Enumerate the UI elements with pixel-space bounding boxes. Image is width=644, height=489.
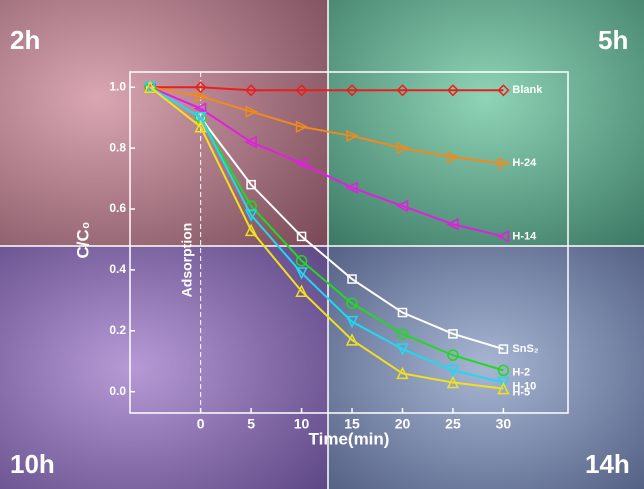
x-tick-label: 0	[197, 416, 205, 432]
series-label: H-2	[512, 366, 530, 378]
x-axis-label: Time(min)	[309, 429, 390, 448]
y-tick-label: 0.2	[109, 323, 126, 337]
y-axis-label: C/C₀	[73, 222, 92, 259]
x-tick-label: 5	[247, 416, 255, 432]
y-tick-label: 0.6	[109, 201, 126, 215]
x-tick-label: 30	[496, 416, 512, 432]
series-label: H-14	[512, 230, 537, 242]
y-tick-label: 1.0	[109, 79, 126, 93]
y-tick-label: 0.0	[109, 384, 126, 398]
panel-label: 10h	[10, 449, 55, 479]
x-tick-label: 10	[294, 416, 310, 432]
series-label: H-5	[512, 387, 530, 399]
x-tick-label: 20	[395, 416, 411, 432]
panel-bg	[328, 0, 644, 246]
panel-label: 14h	[585, 449, 630, 479]
annotation: Adsorption	[178, 223, 194, 298]
x-tick-label: 25	[445, 416, 461, 432]
x-tick-label: 15	[344, 416, 360, 432]
y-tick-label: 0.8	[109, 140, 126, 154]
panel-bg	[0, 0, 328, 246]
series-label: Blank	[512, 84, 543, 96]
panel-label: 5h	[598, 25, 628, 55]
chart: 2h 5h 10h 14h Time(min) C/C₀ 0.0 0.2 0.4 0.…	[0, 0, 644, 489]
panel-label: 2h	[10, 25, 40, 55]
series-label: SnS₂	[512, 343, 538, 355]
series-label: H-24	[512, 157, 537, 169]
y-tick-label: 0.4	[109, 262, 126, 276]
